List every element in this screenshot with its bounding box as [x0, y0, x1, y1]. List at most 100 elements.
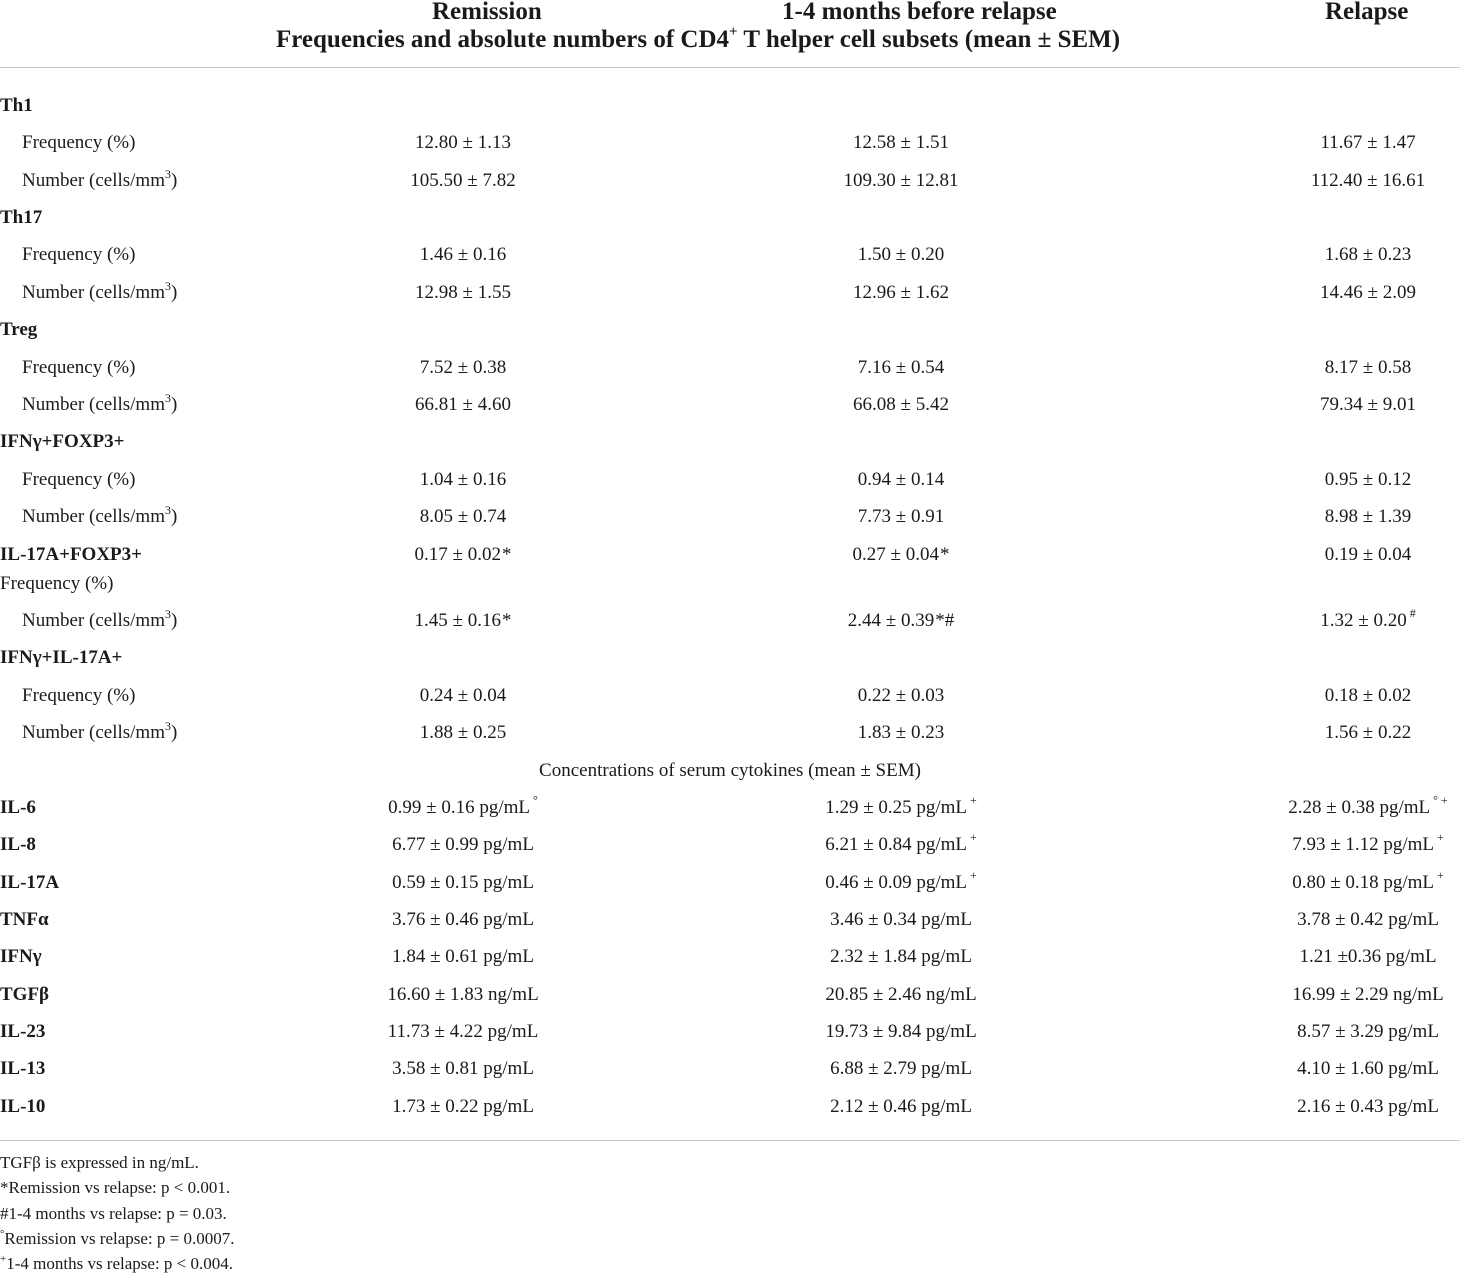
cell-before-relapse: 109.30 ± 12.81: [843, 170, 959, 191]
table-row: Frequency (%) 7.52 ± 0.38 7.16 ± 0.54 8.…: [0, 353, 1460, 383]
cytokine-label: TGFβ: [0, 984, 50, 1005]
cell-relapse: 2.16 ± 0.43 pg/mL: [1297, 1096, 1439, 1117]
cell-relapse: 7.93 ± 1.12 pg/mL +: [1292, 830, 1444, 855]
group-row-treg: Treg: [0, 315, 1460, 345]
cell-remission: 3.58 ± 0.81 pg/mL: [392, 1058, 534, 1079]
cell-relapse: 16.99 ± 2.29 ng/mL: [1292, 984, 1444, 1005]
cell-before-relapse: 6.21 ± 0.84 pg/mL +: [825, 830, 977, 855]
row-label: Frequency (%): [22, 469, 136, 490]
group-label: Th1: [0, 95, 33, 116]
table-subtitle: Frequencies and absolute numbers of CD4+…: [276, 24, 1121, 53]
footer-divider: [0, 1140, 1460, 1141]
table-row: Number (cells/mm3) 66.81 ± 4.60 66.08 ± …: [0, 390, 1460, 420]
cell-remission: 105.50 ± 7.82: [410, 170, 516, 191]
cell-relapse: 3.78 ± 0.42 pg/mL: [1297, 909, 1439, 930]
table-row: IL-8 6.77 ± 0.99 pg/mL 6.21 ± 0.84 pg/mL…: [0, 830, 1460, 860]
cell-before-relapse: 20.85 ± 2.46 ng/mL: [825, 984, 977, 1005]
group-row-th1: Th1: [0, 91, 1460, 121]
cell-remission: 0.99 ± 0.16 pg/mL °: [388, 793, 538, 818]
row-label: Number (cells/mm3): [22, 503, 178, 527]
table-row: Number (cells/mm3) 105.50 ± 7.82 109.30 …: [0, 166, 1460, 196]
table-row: Number (cells/mm3) 12.98 ± 1.55 12.96 ± …: [0, 278, 1460, 308]
cell-remission: 1.73 ± 0.22 pg/mL: [392, 1096, 534, 1117]
table-row: IL-13 3.58 ± 0.81 pg/mL 6.88 ± 2.79 pg/m…: [0, 1054, 1460, 1084]
cell-relapse: 0.19 ± 0.04: [1324, 544, 1412, 565]
column-header-before-relapse: 1-4 months before relapse: [782, 0, 1057, 25]
group-row-ifng-il17a: IFNγ+IL-17A+: [0, 643, 1460, 673]
cell-remission: 8.05 ± 0.74: [419, 506, 507, 527]
table-row: Frequency (%) 0.24 ± 0.04 0.22 ± 0.03 0.…: [0, 681, 1460, 711]
column-header-relapse: Relapse: [1325, 0, 1409, 25]
cell-remission: 3.76 ± 0.46 pg/mL: [392, 909, 534, 930]
cell-relapse: 8.17 ± 0.58: [1324, 357, 1412, 378]
table-row: IFNγ 1.84 ± 0.61 pg/mL 2.32 ± 1.84 pg/mL…: [0, 942, 1460, 972]
cell-before-relapse: 0.27 ± 0.04*: [852, 544, 950, 565]
cell-before-relapse: 2.44 ± 0.39*#: [847, 610, 955, 631]
cell-before-relapse: 7.16 ± 0.54: [857, 357, 945, 378]
cytokine-label: IFNγ: [0, 946, 42, 967]
cell-relapse: 8.98 ± 1.39: [1324, 506, 1412, 527]
group-row-il17a-foxp3: IL-17A+FOXP3+ 0.17 ± 0.02* 0.27 ± 0.04* …: [0, 540, 1460, 570]
table-row: Frequency (%) 1.04 ± 0.16 0.94 ± 0.14 0.…: [0, 465, 1460, 495]
table-row: IL-23 11.73 ± 4.22 pg/mL 19.73 ± 9.84 pg…: [0, 1017, 1460, 1047]
cell-before-relapse: 1.83 ± 0.23: [857, 722, 945, 743]
cytokine-label: IL-10: [0, 1096, 46, 1117]
row-label: Number (cells/mm3): [22, 719, 178, 743]
cell-relapse: 0.95 ± 0.12: [1324, 469, 1412, 490]
column-header-remission: Remission: [432, 0, 542, 25]
cell-before-relapse: 0.46 ± 0.09 pg/mL +: [825, 868, 977, 893]
row-label: Frequency (%): [0, 573, 114, 594]
table-row: IL-6 0.99 ± 0.16 pg/mL ° 1.29 ± 0.25 pg/m…: [0, 793, 1460, 823]
cell-relapse: 4.10 ± 1.60 pg/mL: [1297, 1058, 1439, 1079]
cell-before-relapse: 0.22 ± 0.03: [857, 685, 945, 706]
row-label: Frequency (%): [22, 132, 136, 153]
table-row: IL-17A 0.59 ± 0.15 pg/mL 0.46 ± 0.09 pg/…: [0, 868, 1460, 898]
cell-before-relapse: 12.96 ± 1.62: [853, 282, 949, 303]
footnote-tgfb: TGFβ is expressed in ng/mL.: [0, 1153, 199, 1172]
table-row: TNFα 3.76 ± 0.46 pg/mL 3.46 ± 0.34 pg/mL…: [0, 905, 1460, 935]
group-label: Th17: [0, 207, 43, 228]
group-label: IFNγ+FOXP3+: [0, 431, 125, 452]
cell-before-relapse: 3.46 ± 0.34 pg/mL: [830, 909, 972, 930]
cell-relapse: 112.40 ± 16.61: [1310, 170, 1426, 191]
row-label: Frequency (%): [22, 357, 136, 378]
cytokine-section-title: Concentrations of serum cytokines (mean …: [539, 760, 921, 781]
table-row: IL-10 1.73 ± 0.22 pg/mL 2.12 ± 0.46 pg/m…: [0, 1092, 1460, 1122]
cell-before-relapse: 1.50 ± 0.20: [857, 244, 945, 265]
cell-relapse: 79.34 ± 9.01: [1320, 394, 1416, 415]
cell-relapse: 1.68 ± 0.23: [1324, 244, 1412, 265]
cytokine-label: IL-23: [0, 1021, 46, 1042]
cell-remission: 6.77 ± 0.99 pg/mL: [392, 834, 534, 855]
cell-before-relapse: 12.58 ± 1.51: [853, 132, 949, 153]
footnote-plus: +1-4 months vs relapse: p < 0.004.: [0, 1253, 234, 1273]
cell-remission: 1.45 ± 0.16*: [414, 610, 512, 631]
row-label: Number (cells/mm3): [22, 607, 178, 631]
cell-remission: 12.98 ± 1.55: [415, 282, 511, 303]
cell-relapse: 1.32 ± 0.20 #: [1320, 606, 1416, 631]
cell-relapse: 14.46 ± 2.09: [1320, 282, 1416, 303]
cytokine-label: TNFα: [0, 909, 49, 930]
cell-relapse: 0.18 ± 0.02: [1324, 685, 1412, 706]
footnote-star: *Remission vs relapse: p < 0.001.: [0, 1178, 231, 1197]
cell-before-relapse: 2.12 ± 0.46 pg/mL: [830, 1096, 972, 1117]
cell-relapse: 8.57 ± 3.29 pg/mL: [1297, 1021, 1439, 1042]
cell-remission: 7.52 ± 0.38: [419, 357, 507, 378]
cytokine-label: IL-8: [0, 834, 36, 855]
cell-remission: 0.59 ± 0.15 pg/mL: [392, 872, 534, 893]
table-row: TGFβ 16.60 ± 1.83 ng/mL 20.85 ± 2.46 ng/…: [0, 980, 1460, 1010]
cytokine-label: IL-13: [0, 1058, 46, 1079]
footnote-degree: °Remission vs relapse: p = 0.0007.: [0, 1228, 235, 1248]
cytokine-label: IL-17A: [0, 872, 60, 893]
cell-relapse: 11.67 ± 1.47: [1320, 132, 1416, 153]
row-label: Frequency (%): [22, 685, 136, 706]
group-label: Treg: [0, 319, 38, 340]
group-row-ifng-foxp3: IFNγ+FOXP3+: [0, 427, 1460, 457]
footnote-hash: #1-4 months vs relapse: p = 0.03.: [0, 1204, 227, 1223]
cell-relapse: 2.28 ± 0.38 pg/mL ° +: [1288, 793, 1448, 818]
cell-remission: 16.60 ± 1.83 ng/mL: [387, 984, 539, 1005]
cell-remission: 1.46 ± 0.16: [419, 244, 507, 265]
cell-remission: 1.04 ± 0.16: [419, 469, 507, 490]
cell-remission: 0.24 ± 0.04: [419, 685, 507, 706]
cell-relapse: 0.80 ± 0.18 pg/mL +: [1292, 868, 1444, 893]
cell-relapse: 1.56 ± 0.22: [1324, 722, 1412, 743]
